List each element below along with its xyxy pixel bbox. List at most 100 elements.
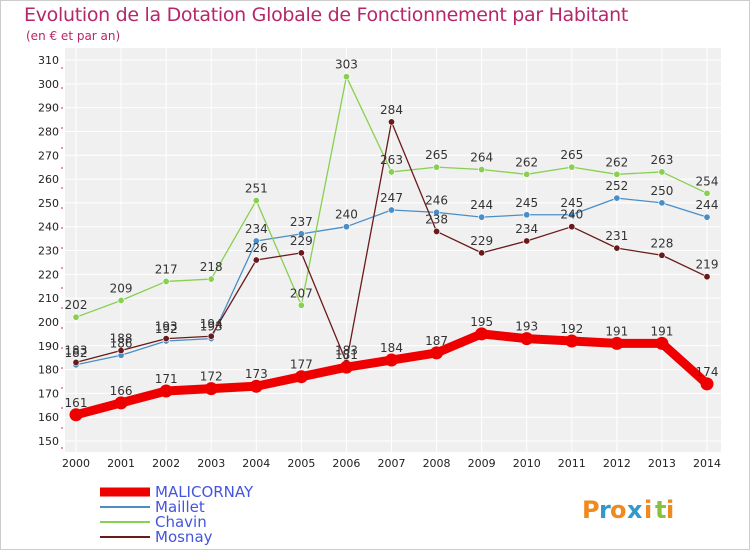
y-tick-label: 160 [38, 411, 59, 424]
x-tick-label: 2007 [378, 457, 406, 470]
data-label-mosnay: 194 [200, 317, 223, 331]
data-point-maillet [252, 237, 260, 245]
logo-letter: i [666, 496, 674, 524]
x-tick-label: 2009 [468, 457, 496, 470]
data-point-mosnay [703, 273, 711, 281]
data-point-maillet [433, 208, 441, 216]
x-tick-label: 2008 [423, 457, 451, 470]
data-label-maillet: 246 [425, 193, 448, 207]
y-tick-label: 310 [38, 54, 59, 67]
legend-label-malicornay: MALICORNAY [155, 483, 254, 501]
data-point-malicornay [249, 379, 263, 393]
data-point-malicornay [700, 377, 714, 391]
data-label-maillet: 237 [290, 215, 313, 229]
data-point-maillet [613, 194, 621, 202]
data-label-mosnay: 226 [245, 241, 268, 255]
data-point-malicornay [385, 353, 398, 367]
data-label-mosnay: 229 [290, 234, 313, 248]
data-label-malicornay: 192 [560, 322, 583, 336]
data-point-mosnay [297, 249, 305, 257]
data-point-maillet [387, 206, 395, 214]
y-tick-label: 240 [38, 221, 59, 234]
data-point-malicornay [430, 346, 444, 360]
data-point-mosnay [72, 358, 80, 366]
data-label-mosnay: 228 [650, 236, 673, 250]
data-point-chavin [703, 189, 711, 197]
data-label-chavin: 264 [470, 151, 493, 165]
y-tick-label: 170 [38, 387, 59, 400]
logo-letter: r [599, 496, 611, 524]
data-label-chavin: 263 [650, 153, 673, 167]
data-point-maillet [568, 211, 576, 219]
data-point-malicornay [520, 332, 534, 346]
data-point-malicornay [610, 336, 624, 350]
data-label-malicornay: 195 [470, 315, 493, 329]
data-point-mosnay [117, 347, 125, 355]
data-point-maillet [523, 211, 531, 219]
x-tick-label: 2005 [287, 457, 315, 470]
data-point-maillet [658, 199, 666, 207]
x-tick-label: 2004 [242, 457, 270, 470]
data-label-maillet: 252 [605, 179, 628, 193]
data-label-chavin: 265 [560, 148, 583, 162]
data-point-chavin [117, 297, 125, 305]
x-tick-label: 2000 [62, 457, 90, 470]
y-tick-label: 180 [38, 364, 59, 377]
data-label-chavin: 303 [335, 58, 358, 72]
data-point-chavin [433, 163, 441, 171]
x-tick-label: 2002 [152, 457, 180, 470]
data-label-maillet: 247 [380, 191, 403, 205]
data-label-mosnay: 229 [470, 234, 493, 248]
data-point-malicornay [159, 384, 173, 398]
chart-subtitle: (en € et par an) [26, 29, 121, 43]
data-label-malicornay: 161 [65, 396, 88, 410]
chart-title: Evolution de la Dotation Globale de Fonc… [24, 4, 629, 26]
data-point-mosnay [478, 249, 486, 257]
legend-label-chavin: Chavin [155, 513, 207, 531]
data-point-maillet [342, 223, 350, 231]
data-label-chavin: 263 [380, 153, 403, 167]
data-label-chavin: 265 [425, 148, 448, 162]
y-tick-label: 300 [38, 78, 59, 91]
data-label-malicornay: 172 [200, 370, 223, 384]
data-label-malicornay: 174 [696, 365, 719, 379]
data-point-mosnay [387, 118, 395, 126]
data-point-chavin [568, 163, 576, 171]
data-label-mosnay: 183 [65, 343, 88, 357]
data-point-chavin [252, 196, 260, 204]
logo-letter: t [655, 496, 666, 524]
data-label-maillet: 240 [335, 208, 358, 222]
data-label-maillet: 186 [110, 336, 133, 350]
data-point-mosnay [433, 227, 441, 235]
y-tick-label: 200 [38, 316, 59, 329]
x-tick-label: 2001 [107, 457, 135, 470]
data-label-malicornay: 191 [650, 324, 673, 338]
y-tick-label: 250 [38, 197, 59, 210]
data-label-chavin: 209 [110, 282, 133, 296]
data-point-chavin [478, 166, 486, 174]
data-label-maillet: 182 [65, 346, 88, 360]
logo-letter: o [610, 496, 627, 524]
x-tick-label: 2003 [197, 457, 225, 470]
x-tick-label: 2011 [558, 457, 586, 470]
data-point-chavin [523, 170, 531, 178]
data-point-malicornay [655, 336, 669, 350]
data-label-mosnay: 219 [696, 258, 719, 272]
data-point-chavin [297, 301, 305, 309]
data-point-chavin [162, 277, 170, 285]
data-point-mosnay [658, 251, 666, 259]
data-point-chavin [387, 168, 395, 176]
y-tick-label: 290 [38, 102, 59, 115]
y-tick-label: 190 [38, 340, 59, 353]
x-tick-label: 2014 [693, 457, 721, 470]
data-label-malicornay: 173 [245, 367, 268, 381]
data-point-mosnay [252, 256, 260, 264]
data-point-mosnay [523, 237, 531, 245]
data-label-maillet: 244 [470, 198, 493, 212]
data-label-chavin: 217 [155, 262, 178, 276]
data-label-malicornay: 181 [335, 348, 358, 362]
y-tick-label: 210 [38, 292, 59, 305]
